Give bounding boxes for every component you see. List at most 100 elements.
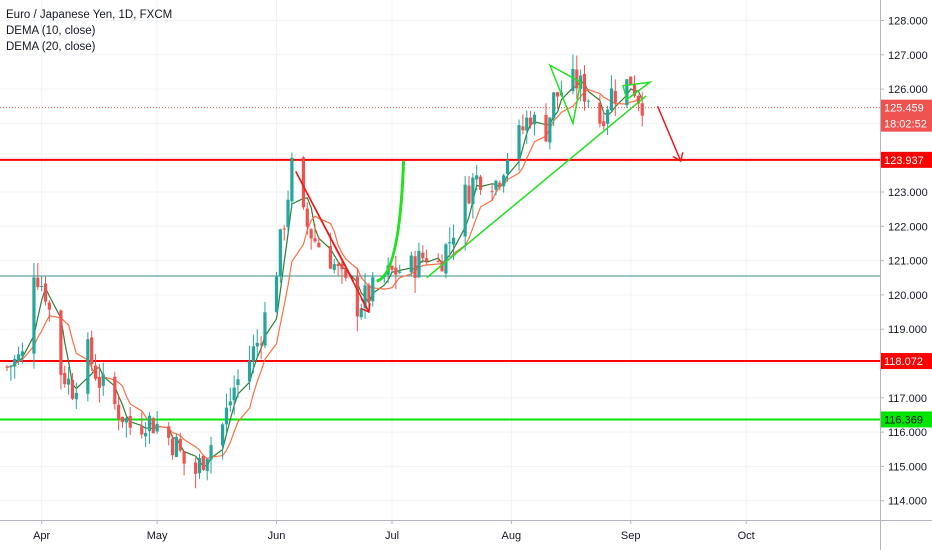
time-tick-label: Oct	[738, 530, 755, 542]
dema-20-line	[6, 88, 643, 460]
candle-body	[532, 114, 537, 125]
level-label-green: 116.369	[884, 414, 923, 426]
candle-body	[371, 277, 375, 302]
time-tick-label: Apr	[33, 530, 50, 542]
candle-body	[13, 359, 17, 367]
candle-body	[444, 244, 448, 274]
candle-body	[336, 264, 340, 267]
current-price-tag-bg	[881, 99, 932, 132]
arrow-head-red	[672, 152, 684, 163]
candle-body	[167, 426, 171, 438]
candle-body	[197, 457, 202, 474]
candle-body	[417, 250, 421, 278]
time-axis[interactable]: Apr May Jun Jul Aug Sep Oct	[0, 520, 932, 542]
dema-10-line	[6, 80, 643, 468]
candle-body	[328, 246, 332, 269]
candle-body	[613, 90, 617, 103]
price-tick-label: 119.000	[888, 324, 927, 336]
legend-title: Euro / Japanese Yen, 1D, FXCM	[6, 9, 173, 21]
candle-body	[598, 102, 602, 124]
arrow-red	[360, 297, 370, 313]
candle-body	[101, 374, 105, 386]
candle-body	[494, 180, 498, 190]
candle-body	[332, 264, 336, 270]
candles[interactable]	[5, 54, 644, 489]
candle-body	[194, 462, 198, 474]
candle-body	[609, 88, 614, 111]
price-tick-label: 128.000	[888, 16, 928, 28]
candle-body	[478, 176, 483, 190]
candle-body	[151, 418, 155, 434]
candle-body	[467, 185, 471, 204]
candle-body	[344, 269, 348, 278]
legend-dema-10[interactable]: DEMA (10, close)	[6, 25, 96, 37]
curve-green	[376, 161, 406, 283]
candle-body	[144, 433, 148, 437]
candle-body	[525, 117, 529, 131]
candle-body	[221, 424, 225, 446]
candle-body	[575, 69, 579, 89]
candle-body	[5, 366, 9, 368]
time-tick-label: May	[147, 530, 168, 542]
candle-body	[544, 114, 548, 142]
candle-body	[282, 228, 286, 230]
candle-body	[586, 100, 590, 102]
price-axis[interactable]: 128.000127.000126.000125.000124.000123.0…	[880, 0, 932, 550]
drawings[interactable]	[295, 63, 684, 314]
candle-body	[90, 337, 94, 365]
candle-body	[32, 277, 36, 354]
candle-body	[120, 416, 125, 423]
candle-body	[413, 256, 417, 278]
candle-body	[606, 109, 610, 124]
candle-body	[113, 376, 117, 405]
price-tick-label: 122.000	[888, 221, 928, 233]
candle-body	[67, 378, 71, 385]
candle-body	[313, 238, 317, 242]
price-tick-label: 114.000	[888, 496, 927, 508]
candle-body	[436, 260, 440, 262]
candle-body	[36, 277, 40, 288]
candle-body	[340, 263, 344, 270]
candle-body	[517, 125, 521, 160]
candle-body	[521, 126, 525, 131]
candle-body	[640, 103, 644, 116]
moving-averages	[6, 80, 643, 468]
candle-body	[40, 285, 44, 287]
candle-body	[178, 438, 182, 451]
candle-body	[209, 445, 213, 460]
countdown-label: 18:02:52	[884, 119, 927, 131]
price-tick-label: 126.000	[888, 84, 928, 96]
candle-body	[317, 242, 321, 248]
time-tick-label: Jul	[385, 530, 399, 542]
trendline-red	[295, 171, 355, 282]
legend-dema-20[interactable]: DEMA (20, close)	[6, 41, 96, 53]
price-tick-label: 120.000	[888, 290, 928, 302]
candle-body	[529, 117, 533, 126]
candle-body	[582, 73, 587, 102]
level-label-red-bottom: 118.072	[884, 356, 923, 368]
candle-body	[70, 380, 75, 399]
candle-body	[290, 157, 294, 202]
candle-body	[390, 265, 394, 270]
candle-body	[632, 84, 637, 96]
candle-body	[425, 258, 429, 262]
candle-body	[147, 415, 152, 432]
candle-body	[421, 252, 425, 259]
candle-body	[117, 404, 121, 420]
candle-body	[155, 424, 159, 432]
candle-body	[363, 285, 367, 309]
candle-body	[255, 342, 259, 347]
candle-body	[97, 377, 101, 388]
triangle-green	[548, 63, 582, 127]
triangle-green	[622, 81, 653, 101]
candle-body	[571, 68, 575, 91]
candle-body	[398, 271, 402, 273]
candle-body	[309, 229, 313, 239]
candle-body	[182, 451, 186, 464]
candle-body	[16, 354, 21, 362]
candle-body	[47, 302, 51, 310]
candle-body	[409, 255, 413, 273]
candle-body	[629, 76, 633, 86]
